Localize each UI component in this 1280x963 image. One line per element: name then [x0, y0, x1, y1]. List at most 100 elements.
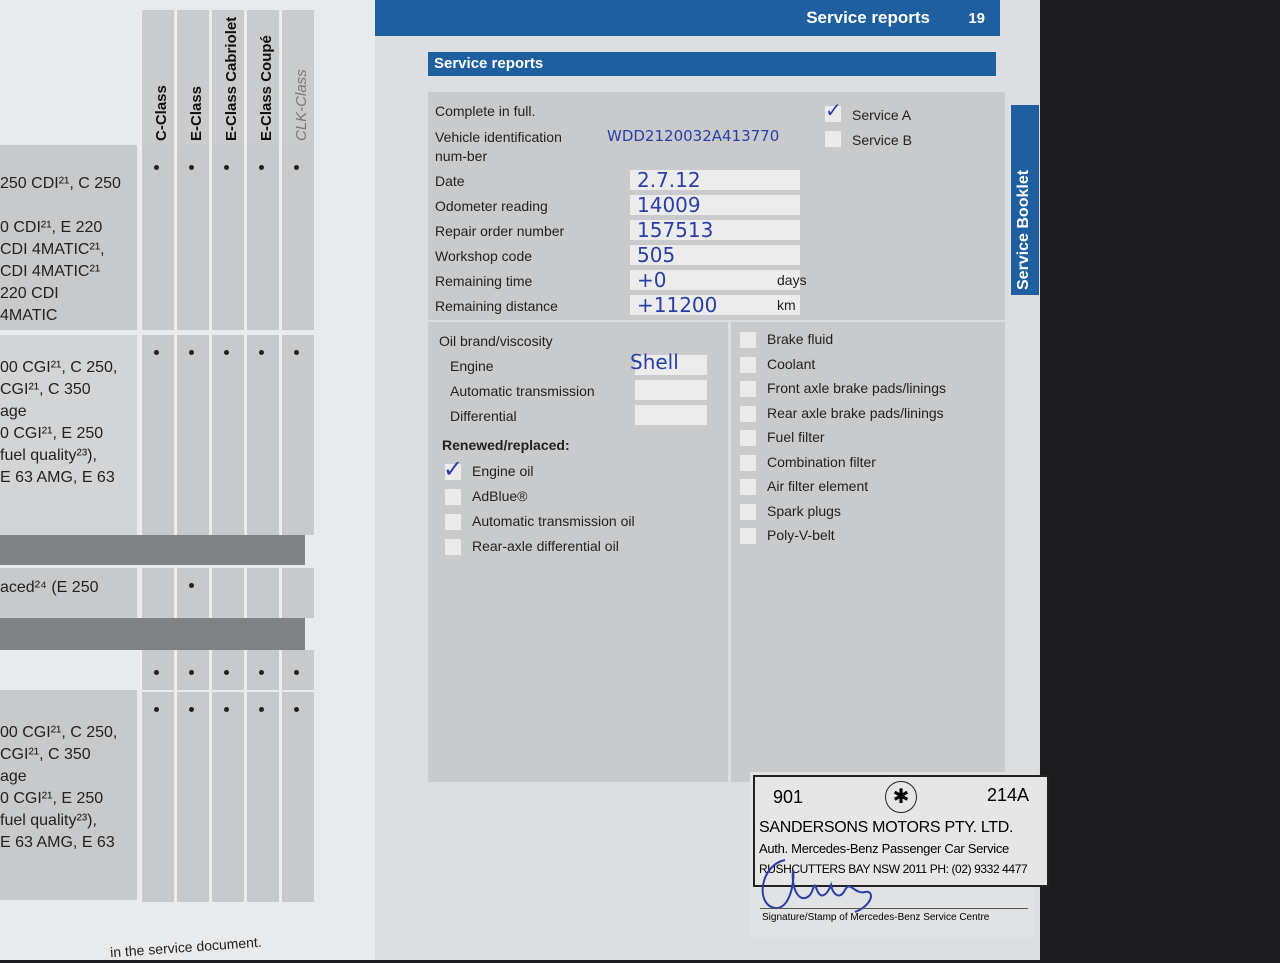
model-line: fuel quality²³),	[0, 447, 97, 464]
check-checkbox[interactable]	[740, 479, 756, 495]
oil-heading: Oil brand/viscosity	[439, 333, 553, 349]
availability-dot	[154, 707, 159, 712]
service-label: Service B	[852, 132, 912, 148]
renewed-checkbox[interactable]	[445, 514, 461, 530]
field-label: Vehicle identification num-ber	[435, 129, 562, 164]
field-input[interactable]	[630, 295, 800, 315]
model-line: age	[0, 768, 27, 785]
dealer-stamp: 901 ✱ 214A SANDERSONS MOTORS PTY. LTD. A…	[753, 775, 1049, 887]
row-block	[0, 568, 137, 618]
field-label: Remaining time	[435, 273, 533, 289]
oil-input[interactable]	[635, 405, 707, 425]
model-line: CGI²¹, C 350	[0, 381, 91, 398]
field-label: Odometer reading	[435, 198, 548, 214]
availability-dot	[294, 707, 299, 712]
availability-dot	[294, 165, 299, 170]
signature-line	[760, 908, 1028, 909]
renewed-label: AdBlue®	[472, 488, 528, 504]
table-cell	[245, 568, 279, 618]
availability-dot	[259, 165, 264, 170]
availability-dot	[259, 670, 264, 675]
renewed-checkbox[interactable]	[445, 464, 461, 480]
oil-label: Differential	[450, 408, 517, 424]
checks-section	[731, 322, 1005, 782]
field-label: Complete in full.	[435, 103, 536, 119]
model-line: E 63 AMG, E 63	[0, 469, 115, 486]
handwritten-value: WDD2120032A413770	[607, 127, 780, 145]
unit-label: km	[777, 297, 796, 313]
row-block	[0, 690, 137, 900]
renewed-label: Engine oil	[472, 463, 534, 479]
renewed-label: Automatic transmission oil	[472, 513, 635, 529]
mercedes-star-icon: ✱	[885, 781, 917, 813]
field-input[interactable]	[630, 270, 800, 290]
check-mark-icon: ✓	[825, 98, 842, 122]
check-checkbox[interactable]	[740, 405, 756, 422]
model-line: CGI²¹, C 350	[0, 746, 91, 763]
table-cell	[175, 692, 209, 902]
check-checkbox[interactable]	[740, 503, 756, 520]
renewed-heading: Renewed/replaced:	[442, 437, 570, 453]
service-checkbox[interactable]	[825, 106, 841, 122]
availability-dot	[154, 670, 159, 675]
check-label: Combination filter	[767, 453, 876, 470]
check-label: Air filter element	[767, 478, 869, 494]
check-checkbox[interactable]	[740, 332, 756, 348]
availability-dot	[224, 165, 229, 170]
field-input[interactable]	[630, 195, 800, 215]
check-label: Coolant	[767, 355, 816, 372]
availability-dot	[189, 670, 194, 675]
availability-dot	[294, 670, 299, 675]
check-checkbox[interactable]	[740, 454, 756, 471]
table-cell	[245, 335, 279, 535]
renewed-checkbox[interactable]	[445, 539, 461, 555]
availability-dot	[189, 707, 194, 712]
stamp-code-right: 214A	[986, 785, 1029, 805]
renewed-checkbox[interactable]	[445, 489, 461, 505]
table-cell	[210, 568, 244, 618]
field-label: Repair order number	[435, 223, 565, 239]
availability-dot	[224, 670, 229, 675]
oil-input[interactable]	[635, 380, 707, 400]
service-label: Service A	[852, 107, 912, 123]
unit-label: days	[777, 272, 807, 288]
table-cell	[280, 568, 314, 618]
check-checkbox[interactable]	[740, 356, 756, 373]
handwritten-value: +0	[637, 268, 667, 292]
availability-dot	[294, 350, 299, 355]
model-line: 0 CGI²¹, E 250	[0, 425, 104, 442]
left-page: in the service document. C-Class E-Class E…	[0, 0, 380, 960]
availability-dot	[154, 350, 159, 355]
field-label: Remaining distance	[435, 298, 558, 314]
table-cell	[280, 145, 314, 330]
availability-dot	[259, 350, 264, 355]
model-line: fuel quality²³),	[0, 812, 97, 829]
section-divider	[0, 535, 305, 565]
model-line: 0 CGI²¹, E 250	[0, 790, 104, 807]
model-line: 00 CGI²¹, C 250,	[0, 724, 118, 741]
service-checkbox[interactable]	[825, 131, 841, 147]
check-checkbox[interactable]	[740, 528, 756, 544]
row-block	[0, 145, 137, 330]
field-input[interactable]	[630, 170, 800, 190]
check-checkbox[interactable]	[740, 381, 756, 397]
stamp-line3: RUSHCUTTERS BAY NSW 2011 PH: (02) 9332 4…	[759, 862, 1028, 876]
availability-dot	[154, 165, 159, 170]
column-header-label: C-Class	[153, 85, 170, 141]
check-checkbox[interactable]	[740, 430, 756, 446]
field-input[interactable]	[630, 220, 800, 240]
field-input[interactable]	[630, 245, 800, 265]
availability-dot	[224, 707, 229, 712]
column-header: C-Class	[140, 10, 174, 145]
model-line: age	[0, 403, 27, 420]
availability-dot	[259, 707, 264, 712]
table-cell	[140, 568, 174, 618]
oil-input[interactable]	[635, 355, 707, 375]
side-tab-label: Service Booklet	[1015, 169, 1032, 290]
field-label: Date	[435, 173, 465, 189]
availability-dot	[189, 583, 194, 588]
stamp-code-left: 901	[773, 787, 804, 807]
stamp-line2: Auth. Mercedes-Benz Passenger Car Servic…	[759, 841, 1009, 856]
oil-label: Automatic transmission	[450, 383, 595, 399]
handwritten-value: +11200	[637, 293, 718, 317]
